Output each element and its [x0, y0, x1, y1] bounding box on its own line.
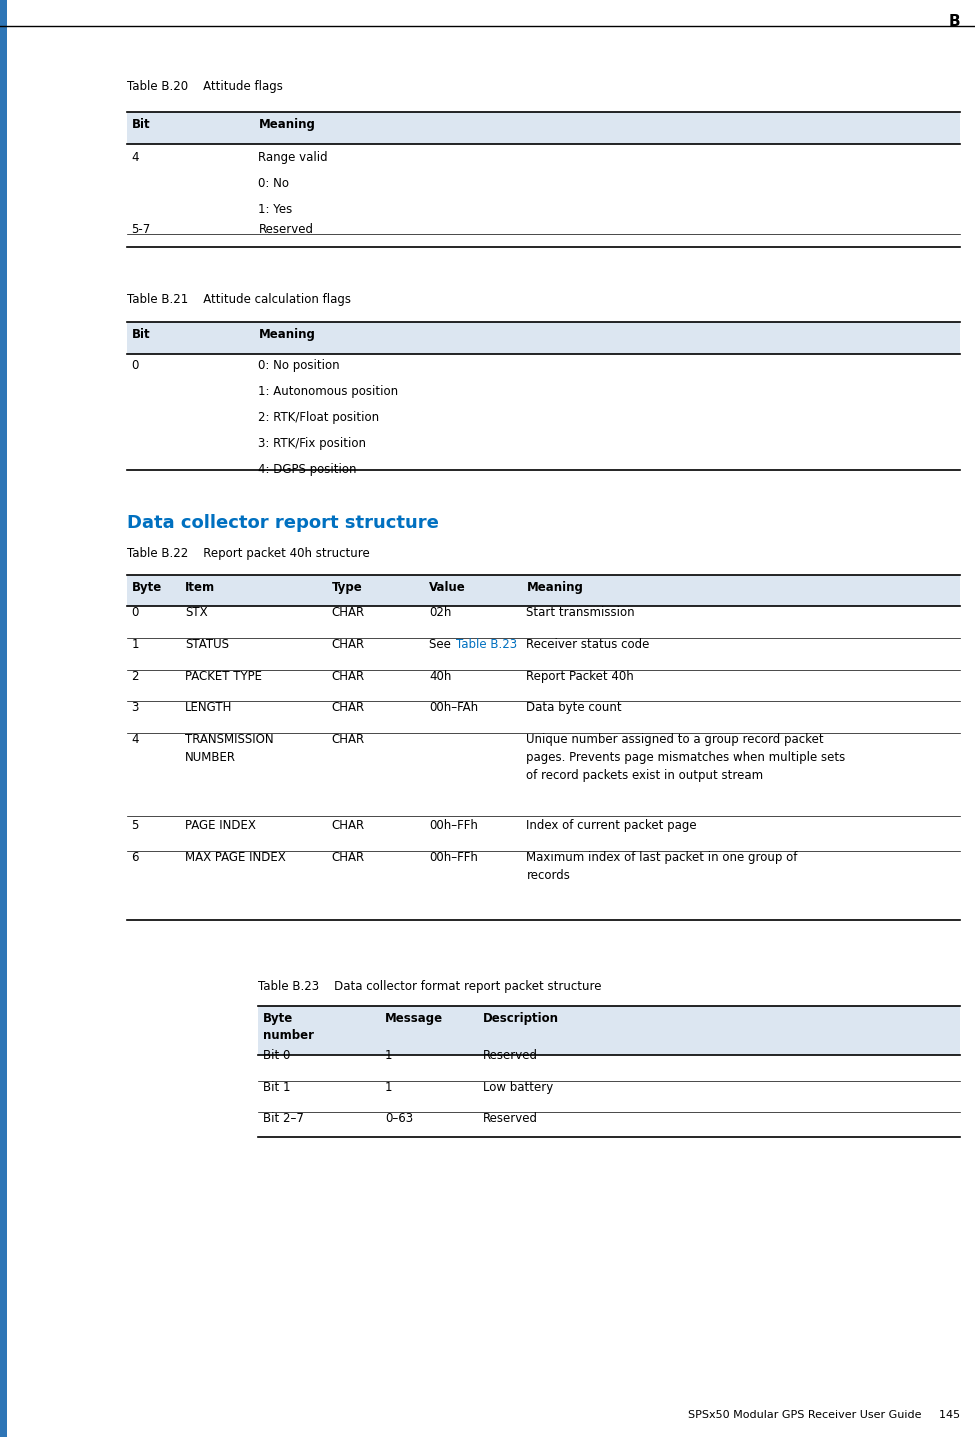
Text: 40h: 40h	[429, 670, 451, 683]
Text: 00h–FAh: 00h–FAh	[429, 701, 478, 714]
Text: Reserved: Reserved	[483, 1112, 537, 1125]
Text: Bit 1: Bit 1	[263, 1081, 291, 1094]
Text: 3: RTK/Fix position: 3: RTK/Fix position	[258, 437, 367, 450]
Bar	[258, 1006, 960, 1055]
Bar	[127, 322, 960, 354]
Text: 00h–FFh: 00h–FFh	[429, 851, 478, 864]
Bar	[0, 0, 7, 1437]
Text: 0–63: 0–63	[385, 1112, 413, 1125]
Text: CHAR: CHAR	[332, 851, 365, 864]
Text: Meaning: Meaning	[258, 328, 315, 341]
Text: CHAR: CHAR	[332, 819, 365, 832]
Text: STX: STX	[185, 606, 208, 619]
Text: 0: 0	[132, 359, 139, 372]
Text: PAGE INDEX: PAGE INDEX	[185, 819, 256, 832]
Text: CHAR: CHAR	[332, 670, 365, 683]
Text: Range valid: Range valid	[258, 151, 328, 164]
Text: 2: 2	[132, 670, 139, 683]
Text: PACKET TYPE: PACKET TYPE	[185, 670, 262, 683]
Text: Item: Item	[185, 581, 215, 593]
Text: Message: Message	[385, 1012, 444, 1025]
Text: LENGTH: LENGTH	[185, 701, 233, 714]
Text: Index of current packet page: Index of current packet page	[526, 819, 697, 832]
Text: 1: 1	[132, 638, 139, 651]
Text: 1: 1	[385, 1049, 393, 1062]
Text: Start transmission: Start transmission	[526, 606, 635, 619]
Text: Meaning: Meaning	[526, 581, 583, 593]
Text: 3: 3	[132, 701, 139, 714]
Text: CHAR: CHAR	[332, 733, 365, 746]
Text: 5: 5	[132, 819, 139, 832]
Text: Value: Value	[429, 581, 466, 593]
Text: See: See	[429, 638, 454, 651]
Text: 2: RTK/Float position: 2: RTK/Float position	[258, 411, 379, 424]
Text: Unique number assigned to a group record packet
pages. Prevents page mismatches : Unique number assigned to a group record…	[526, 733, 845, 782]
Text: 02h: 02h	[429, 606, 451, 619]
Text: 5-7: 5-7	[132, 223, 151, 236]
Text: Reserved: Reserved	[483, 1049, 537, 1062]
Text: 4: DGPS position: 4: DGPS position	[258, 463, 357, 476]
Text: Table B.20    Attitude flags: Table B.20 Attitude flags	[127, 80, 283, 93]
Text: 6: 6	[132, 851, 139, 864]
Text: Low battery: Low battery	[483, 1081, 553, 1094]
Text: Maximum index of last packet in one group of
records: Maximum index of last packet in one grou…	[526, 851, 798, 882]
Text: 4: 4	[132, 733, 139, 746]
Text: Table B.21    Attitude calculation flags: Table B.21 Attitude calculation flags	[127, 293, 351, 306]
Text: 1: Autonomous position: 1: Autonomous position	[258, 385, 399, 398]
Text: STATUS: STATUS	[185, 638, 229, 651]
Text: Reserved: Reserved	[258, 223, 313, 236]
Text: Bit: Bit	[132, 118, 150, 131]
Text: 4: 4	[132, 151, 139, 164]
Text: 0: 0	[132, 606, 139, 619]
Bar	[127, 112, 960, 144]
Text: Bit: Bit	[132, 328, 150, 341]
Text: 1: 1	[385, 1081, 393, 1094]
Text: Receiver status code: Receiver status code	[526, 638, 650, 651]
Text: Table B.23    Data collector format report packet structure: Table B.23 Data collector format report …	[258, 980, 602, 993]
Bar	[127, 575, 960, 606]
Text: CHAR: CHAR	[332, 606, 365, 619]
Text: Data byte count: Data byte count	[526, 701, 622, 714]
Text: B: B	[949, 14, 960, 29]
Text: 1: Yes: 1: Yes	[258, 203, 292, 216]
Text: Type: Type	[332, 581, 363, 593]
Text: Description: Description	[483, 1012, 559, 1025]
Text: Data collector report structure: Data collector report structure	[127, 514, 439, 533]
Text: 00h–FFh: 00h–FFh	[429, 819, 478, 832]
Text: Table B.22    Report packet 40h structure: Table B.22 Report packet 40h structure	[127, 547, 370, 560]
Text: Bit 0: Bit 0	[263, 1049, 291, 1062]
Text: Byte: Byte	[132, 581, 162, 593]
Text: 0: No position: 0: No position	[258, 359, 340, 372]
Text: Byte
number: Byte number	[263, 1012, 314, 1042]
Text: TRANSMISSION
NUMBER: TRANSMISSION NUMBER	[185, 733, 274, 764]
Text: MAX PAGE INDEX: MAX PAGE INDEX	[185, 851, 286, 864]
Text: Meaning: Meaning	[258, 118, 315, 131]
Text: Report Packet 40h: Report Packet 40h	[526, 670, 635, 683]
Text: SPSx50 Modular GPS Receiver User Guide     145: SPSx50 Modular GPS Receiver User Guide 1…	[688, 1410, 960, 1420]
Text: CHAR: CHAR	[332, 638, 365, 651]
Text: Table B.23: Table B.23	[456, 638, 518, 651]
Text: CHAR: CHAR	[332, 701, 365, 714]
Text: Bit 2–7: Bit 2–7	[263, 1112, 304, 1125]
Text: 0: No: 0: No	[258, 177, 290, 190]
